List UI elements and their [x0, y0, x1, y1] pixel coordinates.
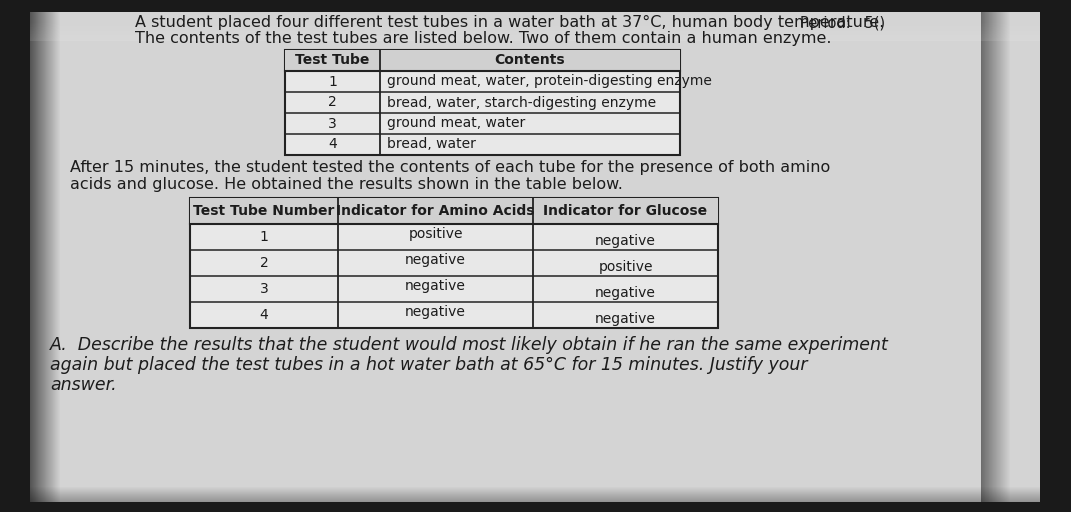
Bar: [30, 36, 1040, 37]
Text: Test Tube: Test Tube: [296, 53, 369, 68]
Text: Indicator for Amino Acids: Indicator for Amino Acids: [336, 204, 534, 218]
Bar: [30, 31, 1040, 32]
Text: 4: 4: [328, 138, 337, 152]
Text: bread, water: bread, water: [387, 138, 476, 152]
Bar: [30, 24, 1040, 25]
Text: ground meat, water, protein-digesting enzyme: ground meat, water, protein-digesting en…: [387, 75, 712, 89]
Bar: [30, 498, 1040, 499]
Bar: [30, 23, 1040, 24]
Text: answer.: answer.: [50, 376, 117, 394]
Text: 4: 4: [259, 308, 269, 322]
Bar: [30, 25, 1040, 26]
FancyBboxPatch shape: [30, 12, 1040, 502]
Text: negative: negative: [595, 234, 655, 248]
Text: After 15 minutes, the student tested the contents of each tube for the presence : After 15 minutes, the student tested the…: [70, 160, 830, 175]
Bar: [30, 33, 1040, 34]
Text: negative: negative: [405, 253, 466, 267]
Bar: [30, 37, 1040, 38]
Bar: [30, 22, 1040, 23]
Bar: [30, 487, 1040, 488]
Bar: [30, 32, 1040, 33]
Text: A student placed four different test tubes in a water bath at 37°C, human body t: A student placed four different test tub…: [135, 15, 885, 30]
Bar: [30, 496, 1040, 497]
Text: positive: positive: [599, 260, 652, 274]
Text: negative: negative: [595, 312, 655, 326]
Text: 2: 2: [328, 96, 337, 110]
Bar: [30, 28, 1040, 29]
Text: ground meat, water: ground meat, water: [387, 117, 525, 131]
Bar: [30, 488, 1040, 489]
Bar: [30, 30, 1040, 31]
Text: 3: 3: [259, 282, 269, 296]
Text: Period:   5(): Period: 5(): [800, 15, 885, 30]
Bar: [30, 21, 1040, 22]
Bar: [30, 501, 1040, 502]
Bar: [30, 489, 1040, 490]
Text: 1: 1: [259, 230, 269, 244]
Text: A.  Describe the results that the student would most likely obtain if he ran the: A. Describe the results that the student…: [50, 336, 889, 354]
Bar: [30, 34, 1040, 35]
Bar: [30, 493, 1040, 494]
Text: acids and glucose. He obtained the results shown in the table below.: acids and glucose. He obtained the resul…: [70, 177, 623, 192]
Bar: [30, 26, 1040, 27]
Text: again but placed the test tubes in a hot water bath at 65°C for 15 minutes. Just: again but placed the test tubes in a hot…: [50, 356, 808, 374]
Bar: [285, 50, 680, 155]
Bar: [30, 499, 1040, 500]
Text: bread, water, starch-digesting enzyme: bread, water, starch-digesting enzyme: [387, 96, 657, 110]
Bar: [30, 492, 1040, 493]
Text: Indicator for Glucose: Indicator for Glucose: [543, 204, 708, 218]
Text: negative: negative: [595, 286, 655, 300]
Text: 2: 2: [259, 256, 269, 270]
Bar: [30, 38, 1040, 39]
Bar: [30, 35, 1040, 36]
Bar: [190, 198, 718, 328]
Bar: [30, 500, 1040, 501]
Text: positive: positive: [408, 227, 463, 241]
Text: 3: 3: [328, 117, 337, 131]
Text: negative: negative: [405, 305, 466, 319]
Bar: [30, 40, 1040, 41]
Text: negative: negative: [405, 279, 466, 293]
Text: Contents: Contents: [495, 53, 565, 68]
Bar: [30, 497, 1040, 498]
Bar: [190, 198, 718, 224]
Text: Test Tube Number: Test Tube Number: [193, 204, 334, 218]
Text: 1: 1: [328, 75, 337, 89]
Bar: [30, 494, 1040, 495]
Bar: [285, 50, 680, 71]
Bar: [30, 29, 1040, 30]
Bar: [30, 495, 1040, 496]
Bar: [30, 491, 1040, 492]
Bar: [30, 27, 1040, 28]
Bar: [30, 490, 1040, 491]
Bar: [30, 39, 1040, 40]
Text: The contents of the test tubes are listed below. Two of them contain a human enz: The contents of the test tubes are liste…: [135, 31, 831, 46]
